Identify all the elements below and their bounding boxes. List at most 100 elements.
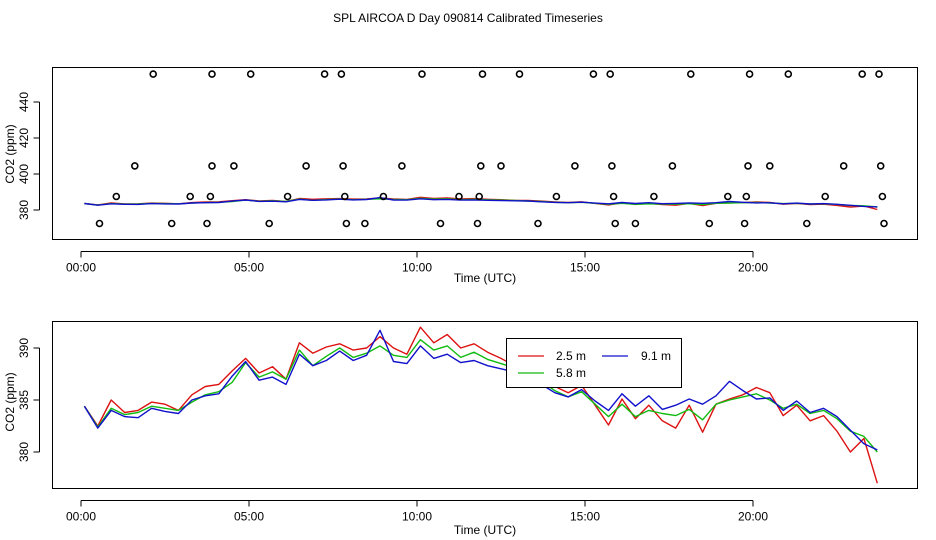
top-xtick-label-1: 05:00 [234,261,264,275]
top-point-23 [418,70,426,78]
top-scatter-points [95,70,888,228]
top-point-58 [878,192,887,201]
top-point-25 [455,192,463,201]
bot-xtick-label-2: 10:00 [402,510,432,524]
top-point-38 [609,192,618,201]
bot-lines-line-s25 [83,326,878,484]
bottom-panel: 00:00 05:00 10:00 15:00 20:00 380 385 390 Time… [3,321,918,537]
top-ytick-label-3: 440 [17,92,31,112]
top-point-33 [552,192,561,201]
top-point-5 [186,192,194,201]
top-point-53 [821,192,830,201]
bottom-y-ticks: 380 385 390 [17,338,40,462]
top-y-axis-label: CO2 (ppm) [3,124,17,183]
top-ytick-label-1: 400 [17,164,31,184]
bot-lines-line-s58 [83,339,878,453]
top-point-27 [475,192,484,201]
top-point-54 [839,162,848,170]
legend-label-2-5m: 2.5 m [556,349,586,363]
bot-xtick-label-1: 05:00 [234,510,264,524]
top-point-57 [876,162,885,170]
top-point-4 [167,219,176,228]
top-point-30 [497,162,505,170]
top-point-35 [589,70,598,78]
top-xtick-label-3: 15:00 [570,261,600,275]
top-point-14 [302,162,310,170]
chart-title: SPL AIRCOA D Day 090814 Calibrated Times… [333,11,603,25]
top-xtick-label-0: 00:00 [66,261,96,275]
top-point-44 [705,219,714,228]
top-x-ticks: 00:00 05:00 10:00 15:00 20:00 [66,251,768,275]
top-point-49 [745,70,754,78]
bottom-y-axis-label: CO2 (ppm) [3,372,17,431]
top-point-16 [337,70,346,78]
top-point-15 [320,70,329,78]
top-ytick-label-0: 380 [17,200,31,220]
top-point-29 [478,70,487,78]
top-point-1 [112,192,121,201]
top-point-46 [740,219,749,228]
top-point-36 [606,70,615,78]
bot-xtick-label-3: 15:00 [570,510,600,524]
top-point-59 [880,219,888,228]
top-point-51 [784,70,793,78]
top-point-6 [203,219,211,228]
top-point-43 [686,70,695,78]
top-point-42 [668,162,677,170]
top-point-17 [339,162,347,170]
top-panel: 00:00 05:00 10:00 15:00 20:00 380 400 420 440 T… [3,67,918,285]
top-point-7 [206,192,215,201]
top-point-18 [340,192,349,201]
bottom-x-axis-label: Time (UTC) [454,523,516,537]
top-point-40 [631,219,640,228]
top-point-26 [473,219,482,228]
top-point-11 [246,70,255,78]
top-point-24 [436,219,445,228]
bot-ytick-label-1: 385 [17,390,31,410]
bot-xtick-label-4: 20:00 [738,510,768,524]
top-point-12 [265,219,274,228]
top-point-9 [208,70,216,78]
top-point-8 [208,162,216,170]
top-point-28 [476,162,485,170]
legend-box [506,338,682,388]
top-point-19 [342,219,351,228]
legend-label-5-8m: 5.8 m [556,366,586,380]
top-point-22 [398,162,406,170]
top-xtick-label-2: 10:00 [402,261,432,275]
top-point-47 [742,192,751,201]
top-point-41 [650,192,658,201]
top-point-2 [131,162,139,170]
bottom-x-ticks: 00:00 05:00 10:00 15:00 20:00 [66,500,768,524]
top-point-39 [611,219,620,228]
legend-label-9-1m: 9.1 m [641,349,671,363]
top-point-37 [608,162,616,170]
top-ytick-label-2: 420 [17,128,31,148]
top-xtick-label-4: 20:00 [738,261,768,275]
top-point-32 [534,219,542,228]
bottom-series-lines [83,326,878,484]
legend: 2.5 m 9.1 m 5.8 m [506,338,682,388]
top-plot-frame [52,67,918,240]
top-y-ticks: 380 400 420 440 [17,92,40,220]
top-point-13 [283,192,292,201]
top-lines-line-s91 [84,196,878,208]
top-point-45 [723,192,732,201]
top-point-56 [875,70,883,78]
bot-lines-line-s91 [83,329,878,451]
top-point-31 [515,70,524,78]
top-point-55 [858,70,867,78]
bot-xtick-label-0: 00:00 [66,510,96,524]
top-point-52 [802,219,811,228]
top-point-10 [230,162,238,170]
top-point-0 [95,219,104,228]
top-point-3 [149,70,157,78]
top-point-20 [361,219,369,228]
top-x-axis-label: Time (UTC) [454,271,516,285]
bot-ytick-label-2: 390 [17,338,31,358]
top-point-34 [571,162,579,170]
bot-ytick-label-0: 380 [17,442,31,462]
top-point-21 [379,192,388,201]
top-point-50 [765,162,774,170]
